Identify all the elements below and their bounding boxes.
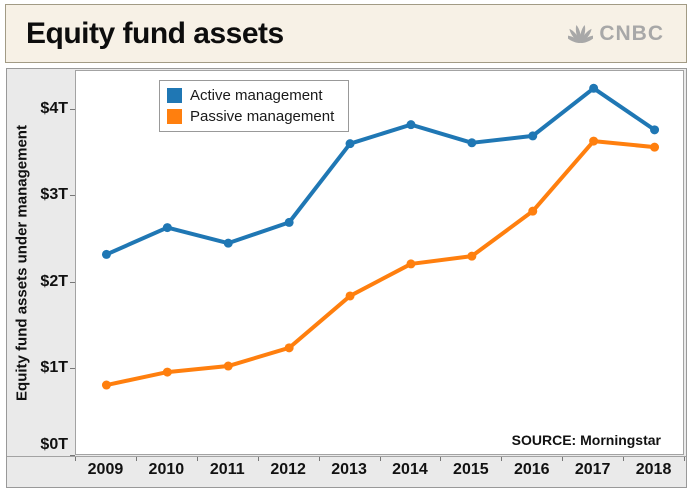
series-line [104,139,657,388]
page-title: Equity fund assets [26,16,284,50]
chart-header: Equity fund assets CNBC [5,4,687,63]
legend: Active management Passive management [159,80,350,132]
plot-area: Active management Passive management SOUR… [75,70,684,455]
x-tick-mark [197,457,198,461]
x-tick-mark [440,457,441,461]
y-tick-label: $2T [40,272,68,290]
y-tick-mark [70,368,75,369]
legend-label: Passive management [190,108,335,125]
x-tick-mark [501,457,502,461]
x-tick-label: 2014 [392,461,428,478]
x-tick-mark [136,457,137,461]
x-tick-label: 2011 [209,461,245,478]
line-chart-svg [101,83,660,390]
data-point [162,367,172,377]
data-point [284,217,294,227]
data-point [101,380,111,390]
x-tick-label: 2012 [270,461,306,478]
y-tick-label: $1T [40,359,68,377]
x-axis-band [7,456,686,487]
legend-item: Active management [167,87,334,104]
x-tick-mark [623,457,624,461]
data-point [406,259,416,269]
data-point [528,206,538,216]
y-tick-label: $3T [40,186,68,204]
y-tick-mark [70,455,75,456]
data-point [528,131,538,141]
legend-label: Active management [190,87,323,104]
x-tick-mark [258,457,259,461]
x-tick-label: 2013 [331,461,367,478]
x-tick-mark [319,457,320,461]
y-tick-label: $4T [40,99,68,117]
x-tick-label: 2016 [513,461,550,478]
y-tick-mark [70,282,75,283]
data-point [162,223,172,233]
legend-swatch [167,88,182,103]
peacock-icon [568,24,594,43]
data-point [345,291,355,301]
x-tick-mark [380,457,381,461]
y-tick-label: $0T [40,436,68,453]
source-label: SOURCE: Morningstar [511,432,661,448]
data-point [101,249,111,259]
data-point [650,125,660,135]
legend-swatch [167,109,182,124]
data-point [345,139,355,149]
x-tick-label: 2009 [87,461,124,478]
x-tick-mark [75,457,76,461]
data-point [223,238,233,248]
data-point [589,83,599,93]
y-tick-mark [70,109,75,110]
data-point [650,142,660,152]
data-point [467,251,477,261]
y-tick-mark [70,195,75,196]
x-tick-label: 2018 [635,461,672,478]
x-tick-label: 2015 [453,461,489,478]
data-point [406,120,416,130]
data-point [284,343,294,353]
x-tick-mark [684,457,685,461]
x-tick-mark [562,457,563,461]
data-point [467,138,477,148]
data-point [223,361,233,371]
cnbc-logo: CNBC [568,22,664,46]
data-point [589,136,599,146]
x-tick-label: 2010 [148,461,185,478]
cnbc-wordmark: CNBC [599,21,664,45]
legend-item: Passive management [167,108,334,125]
series-line [104,86,657,257]
x-tick-label: 2017 [574,461,611,478]
chart: Equity fund assets under management Acti… [6,68,687,488]
